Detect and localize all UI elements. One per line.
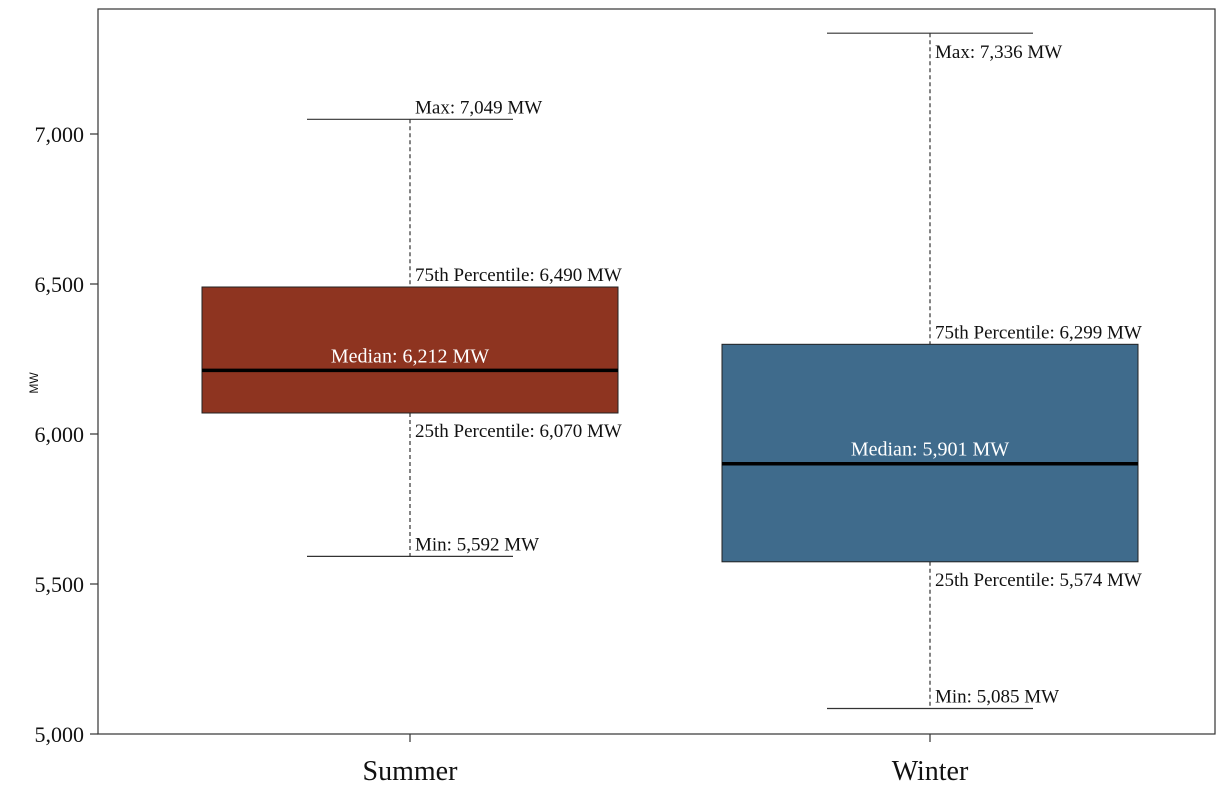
q1-label: 25th Percentile: 5,574 MW <box>935 570 1142 591</box>
min-label: Min: 5,592 MW <box>415 534 539 555</box>
min-label: Min: 5,085 MW <box>935 687 1059 708</box>
y-axis-label: MW <box>27 372 41 394</box>
y-tick-label: 6,000 <box>35 422 85 447</box>
iqr-box <box>721 343 1139 563</box>
median-label: Median: 5,901 MW <box>851 439 1009 461</box>
median-label: Median: 6,212 MW <box>331 345 489 367</box>
iqr-box <box>201 286 619 414</box>
max-label: Max: 7,049 MW <box>415 97 542 118</box>
box-summer: Max: 7,049 MW 75th Percentile: 6,490 MW Me… <box>201 97 622 558</box>
q1-label: 25th Percentile: 6,070 MW <box>415 421 622 442</box>
y-tick-label: 6,500 <box>35 272 85 297</box>
y-tick-label: 5,500 <box>35 572 85 597</box>
max-label: Max: 7,336 MW <box>935 42 1062 63</box>
x-axis: Summer Winter <box>363 734 969 786</box>
box-winter: Max: 7,336 MW 75th Percentile: 6,299 MW Me… <box>721 32 1142 710</box>
q3-label: 75th Percentile: 6,490 MW <box>415 265 622 286</box>
y-tick-label: 7,000 <box>35 122 85 147</box>
x-tick-label: Winter <box>892 756 969 786</box>
q3-label: 75th Percentile: 6,299 MW <box>935 322 1142 343</box>
y-axis: 5,000 5,500 6,000 6,500 7,000 <box>35 122 98 747</box>
boxes: Max: 7,049 MW 75th Percentile: 6,490 MW Me… <box>201 32 1142 710</box>
x-tick-label: Summer <box>363 756 459 786</box>
y-tick-label: 5,000 <box>35 722 85 747</box>
